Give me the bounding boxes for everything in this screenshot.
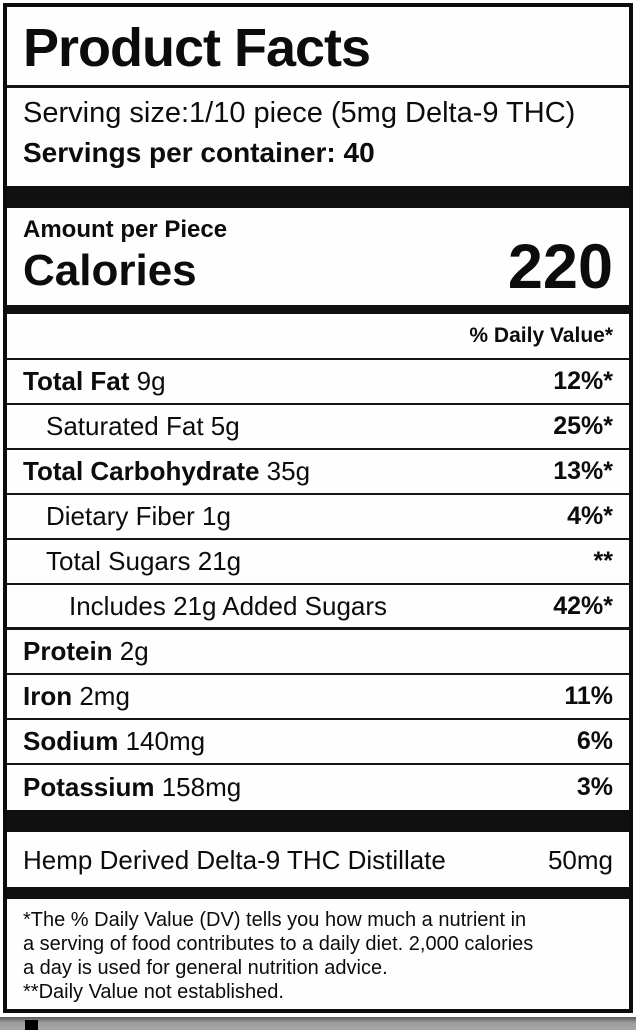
cropped-black-mark: [25, 1020, 38, 1030]
nutrient-name: Includes 21g Added Sugars: [69, 590, 388, 621]
nutrient-row: Includes 21g Added Sugars 42%*: [7, 585, 629, 630]
nutrient-name: Sodium 140mg: [23, 726, 206, 756]
footnote-line: **Daily Value not established.: [23, 981, 284, 1003]
separator-bar-nutrients: [7, 810, 629, 832]
nutrient-name: Total Carbohydrate 35g: [23, 456, 311, 486]
footnote: *The % Daily Value (DV) tells you how mu…: [7, 899, 629, 1004]
nutrition-label: Product Facts Serving size:1/10 piece (5…: [3, 3, 633, 1013]
nutrient-daily-value: 11%: [564, 682, 613, 710]
thc-distillate-value: 50mg: [547, 845, 613, 875]
calories-value: 220: [507, 232, 613, 302]
nutrient-rows: Total Fat 9g 12%* Saturated Fat 5g 25%* …: [7, 360, 629, 810]
footnote-line: *The % Daily Value (DV) tells you how mu…: [23, 909, 527, 931]
nutrient-daily-value: 6%: [576, 727, 613, 755]
label-title: Product Facts: [23, 18, 371, 78]
nutrient-row: Iron 2mg 11%: [7, 675, 629, 720]
nutrient-name: Total Fat 9g: [23, 366, 166, 396]
nutrient-name: Dietary Fiber 1g: [46, 501, 231, 531]
serving-size-text: Serving size:1/10 piece (5mg Delta-9 THC…: [23, 97, 576, 129]
thc-distillate-name: Hemp Derived Delta-9 THC Distillate: [23, 845, 446, 875]
footnote-line: a serving of food contributes to a daily…: [23, 933, 534, 955]
nutrient-row: Total Fat 9g 12%*: [7, 360, 629, 405]
calories-label: Calories: [23, 246, 197, 295]
footnote-line: a day is used for general nutrition advi…: [23, 957, 388, 979]
nutrient-name: Iron 2mg: [23, 681, 130, 711]
nutrient-row: Total Sugars 21g **: [7, 540, 629, 585]
title-divider: [7, 85, 629, 88]
nutrient-daily-value: 12%*: [553, 367, 613, 395]
nutrient-daily-value: 25%*: [553, 412, 613, 440]
nutrient-row: Potassium 158mg 3%: [7, 765, 629, 810]
separator-bar-calories: [7, 305, 629, 314]
nutrient-daily-value: 42%*: [553, 591, 613, 620]
amount-per-piece-label: Amount per Piece: [23, 216, 228, 243]
servings-per-container-text: Servings per container: 40: [23, 137, 375, 168]
thc-distillate-row: Hemp Derived Delta-9 THC Distillate 50mg: [7, 832, 629, 887]
nutrient-row: Protein 2g: [7, 630, 629, 675]
nutrient-row: Saturated Fat 5g 25%*: [7, 405, 629, 450]
nutrient-name: Potassium 158mg: [23, 772, 242, 802]
calories-section: Amount per Piece Calories 220: [7, 208, 629, 305]
separator-bar-top: [7, 186, 629, 208]
nutrient-row: Sodium 140mg 6%: [7, 720, 629, 765]
separator-bar-footnote: [7, 887, 629, 899]
nutrient-row: Total Carbohydrate 35g 13%*: [7, 450, 629, 495]
nutrient-daily-value: **: [593, 547, 613, 575]
daily-value-header: % Daily Value*: [7, 314, 629, 360]
nutrient-row: Dietary Fiber 1g 4%*: [7, 495, 629, 540]
nutrient-name: Total Sugars 21g: [46, 546, 242, 576]
outside-bottom-strip: [0, 1017, 636, 1030]
nutrient-daily-value: 4%*: [567, 502, 613, 530]
nutrient-daily-value: 3%: [576, 773, 613, 801]
calories-left-block: Amount per Piece Calories: [23, 214, 227, 297]
nutrient-name: Protein 2g: [23, 636, 149, 666]
nutrient-daily-value: 13%*: [553, 457, 613, 485]
nutrient-name: Saturated Fat 5g: [46, 411, 240, 441]
